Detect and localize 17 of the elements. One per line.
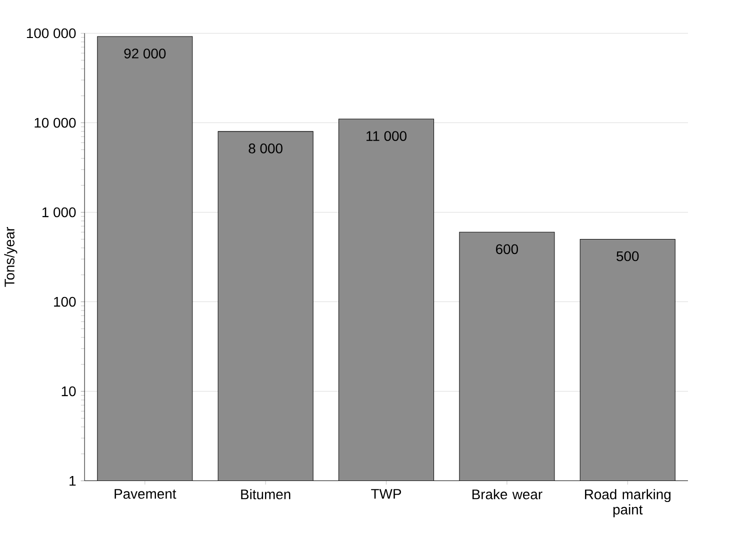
y-tick-label: 10 (62, 386, 76, 396)
data-label: 92 000 (124, 48, 166, 58)
y-tick-label: 10 000 (34, 118, 76, 128)
data-label: 500 (616, 251, 639, 261)
x-tick-label: Pavement (114, 488, 176, 499)
y-axis-title: Tons/year (4, 226, 18, 287)
y-tick-label: 1 (70, 476, 76, 486)
x-tick-label: Brake wear (472, 488, 542, 500)
data-label: 600 (496, 244, 518, 254)
data-label: 8 000 (248, 143, 282, 154)
x-tick-label: Road marking paint (585, 488, 670, 518)
x-tick-label: Bitumen (241, 488, 290, 500)
y-tick-label: 100 (54, 296, 76, 307)
y-tick-label: 100 000 (26, 28, 76, 38)
x-tick-label: TWP (371, 488, 402, 498)
y-tick-label: 1 000 (42, 207, 76, 218)
data-label: 11 000 (366, 130, 406, 141)
